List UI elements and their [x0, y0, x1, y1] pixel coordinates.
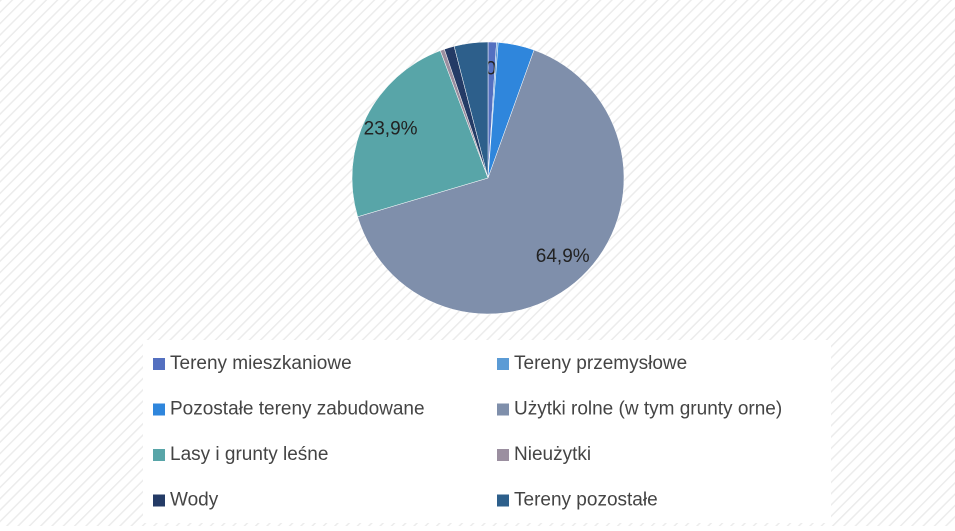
legend-box [143, 340, 831, 523]
legend-label: Wody [170, 490, 219, 511]
legend-label: Pozostałe tereny zabudowane [170, 399, 425, 420]
legend-label: Nieużytki [514, 444, 591, 465]
data-label: 23,9% [364, 119, 418, 140]
legend-swatch [153, 494, 165, 507]
legend-swatch [497, 494, 509, 507]
legend-label: Użytki rolne (w tym grunty orne) [514, 399, 782, 420]
legend-swatch [497, 358, 509, 370]
pie-slice [351, 50, 489, 218]
legend-swatch [497, 403, 509, 416]
legend-label: Lasy i grunty leśne [170, 444, 328, 465]
pie-slice [453, 41, 489, 179]
legend-label: Tereny przemysłowe [514, 353, 687, 374]
data-label: 64,9% [536, 246, 590, 267]
legend-label: Tereny pozostałe [514, 490, 658, 511]
legend-swatch [153, 403, 165, 416]
legend-swatch [153, 449, 165, 461]
legend-swatch [153, 358, 165, 370]
legend-label: Tereny mieszkaniowe [170, 353, 352, 374]
pie-slice [357, 49, 625, 315]
legend-swatch [497, 449, 509, 461]
